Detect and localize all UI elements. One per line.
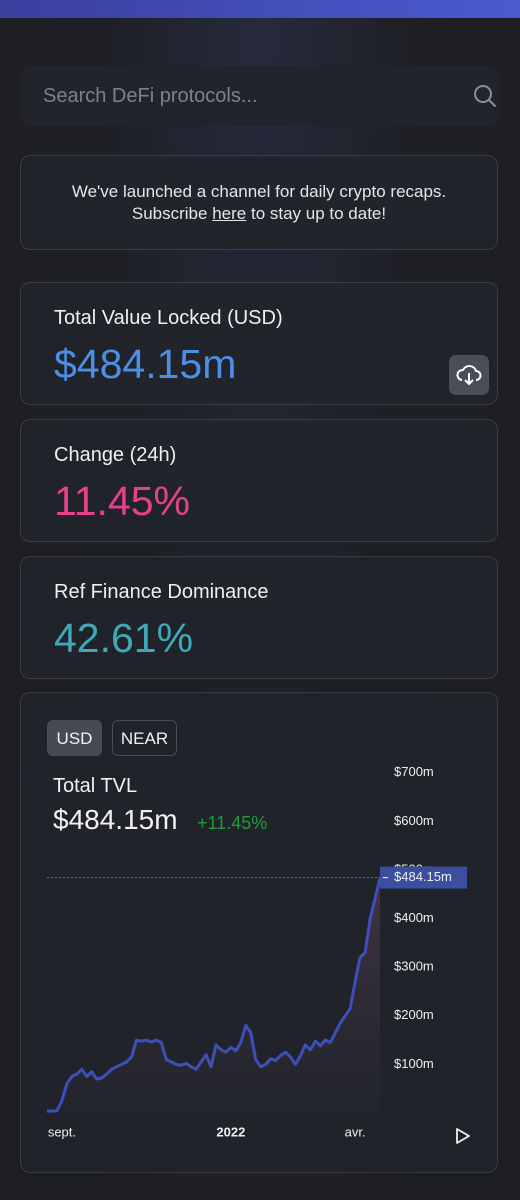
link[interactable]: here [212,204,247,223]
stat-value: 11.45% [54,478,191,524]
stat-value: $484.15m [54,341,237,387]
stat-label: Change (24h) [54,444,177,466]
stat-label: Total Value Locked (USD) [54,307,283,329]
play-button[interactable] [456,1128,470,1144]
price-label: $484.15m [394,869,452,884]
stat-label: Ref Finance Dominance [54,581,269,603]
search-icon[interactable] [472,83,498,109]
search-placeholder: Search DeFi protocols... [43,85,258,107]
x-tick-label: 2022 [216,1124,245,1139]
y-tick-label: $700m [394,764,434,779]
download-button[interactable] [449,355,489,395]
stat-card: Change (24h) 11.45% [20,419,498,542]
text: Subscribe [131,204,208,223]
chart-value: $484.15m [53,804,178,835]
currency-button[interactable]: NEAR [112,720,177,756]
x-tick-label: sept. [48,1124,76,1139]
announcement-line: Subscribe here to stay up to date! [21,203,497,225]
x-tick-label: avr. [345,1124,366,1139]
stat-card: Ref Finance Dominance 42.61% [20,556,498,679]
top-bar [0,0,520,18]
text: to stay up to date! [250,204,387,223]
chart-change: +11.45% [197,813,268,833]
currency-button[interactable]: USD [47,720,102,756]
stat-card: Total Value Locked (USD) $484.15m [20,282,498,405]
line [47,877,382,1113]
y-tick-label: $400m [394,910,434,925]
y-tick-label: $200m [394,1007,434,1022]
y-tick-label: $300m [394,959,434,974]
search-box[interactable]: Search DeFi protocols... [20,66,500,126]
price-label-bg [380,866,467,889]
chart-title: Total TVL [53,775,138,797]
area-fill [47,877,380,1113]
announcement-line: We've launched a channel for daily crypt… [71,182,447,201]
y-tick-label: $600m [394,813,434,828]
announcement: We've launched a channel for daily crypt… [20,155,498,250]
y-tick-label: $100m [394,1056,434,1071]
stat-value: 42.61% [54,615,194,661]
